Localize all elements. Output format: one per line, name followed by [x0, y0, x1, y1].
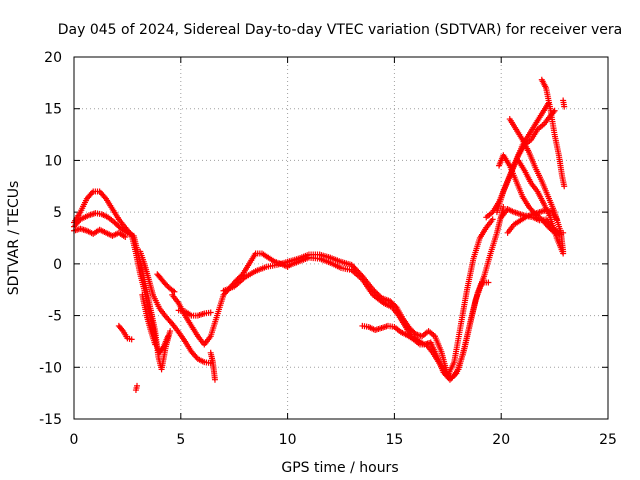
- y-axis-label: SDTVAR / TECUs: [6, 181, 22, 296]
- y-tick-label: -15: [39, 412, 62, 428]
- data-point: [128, 336, 135, 343]
- chart-title: Day 045 of 2024, Sidereal Day-to-day VTE…: [58, 22, 622, 38]
- x-tick-label: 20: [492, 432, 510, 448]
- y-tick-labels: -15 -10 -5 0 5 10 15 20: [39, 50, 62, 428]
- data-marks: [71, 76, 568, 394]
- y-tick-label: 5: [53, 205, 62, 221]
- x-tick-label: 0: [70, 432, 79, 448]
- data-point: [485, 279, 492, 286]
- data-point: [152, 341, 159, 348]
- x-tick-label: 25: [599, 432, 617, 448]
- data-point: [561, 183, 568, 190]
- tick-marks: [73, 56, 609, 420]
- data-point: [119, 326, 126, 333]
- grid-lines: [74, 57, 608, 419]
- data-point: [560, 250, 567, 257]
- data-point: [500, 203, 507, 210]
- x-tick-label: 15: [385, 432, 403, 448]
- data-point: [207, 309, 214, 316]
- data-point: [553, 216, 560, 223]
- x-tick-labels: 0 5 10 15 20 25: [70, 432, 617, 448]
- y-tick-label: 10: [44, 153, 62, 169]
- data-point: [167, 328, 174, 335]
- x-axis-label: GPS time / hours: [281, 460, 398, 476]
- y-tick-label: -10: [39, 360, 62, 376]
- y-tick-label: -5: [48, 309, 62, 325]
- y-tick-label: 15: [44, 102, 62, 118]
- data-point: [134, 382, 141, 389]
- data-point: [122, 233, 129, 240]
- data-point: [211, 376, 218, 383]
- y-tick-label: 0: [53, 257, 62, 273]
- x-tick-label: 10: [279, 432, 297, 448]
- plot-frame: [73, 56, 609, 420]
- data-point: [561, 103, 568, 110]
- x-tick-label: 5: [176, 432, 185, 448]
- data-point: [489, 216, 496, 223]
- data-point: [171, 288, 178, 295]
- y-tick-label: 20: [44, 50, 62, 66]
